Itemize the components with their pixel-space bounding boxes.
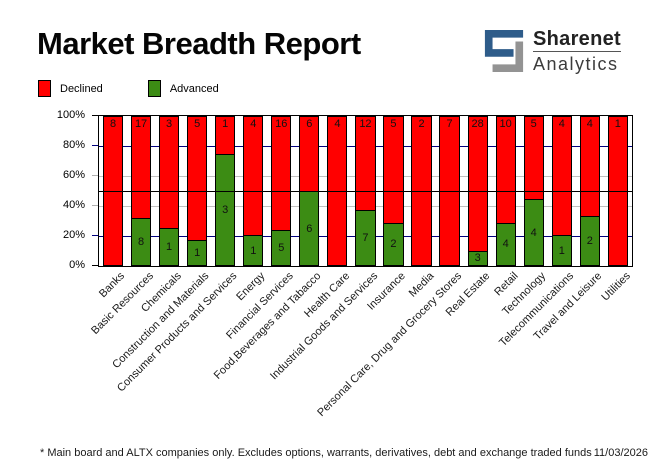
declined-value-label: 3: [166, 118, 173, 130]
bar-segment-declined: 5: [188, 117, 207, 241]
bar-slot: 10 4: [492, 116, 520, 266]
declined-value-label: 10: [499, 118, 512, 130]
advanced-value-label: 2: [586, 234, 593, 247]
bar-segment-declined: 28: [468, 117, 487, 251]
declined-value-label: 7: [446, 118, 453, 130]
bar-segment-advanced: 1: [188, 240, 207, 265]
bar-segment-advanced: 1: [552, 235, 571, 265]
legend-label-declined: Declined: [60, 82, 103, 95]
declined-value-label: 4: [586, 118, 593, 130]
report-date: 11/03/2026: [593, 447, 648, 459]
declined-value-label: 28: [471, 118, 484, 130]
logo-brand: Sharenet: [533, 28, 621, 50]
x-category-label: Utilities: [598, 270, 633, 304]
y-tick-label: 40%: [62, 199, 85, 211]
bar-segment-advanced: 8: [131, 217, 151, 265]
y-tick-mark: [92, 175, 98, 176]
bar-segment-advanced: 4: [496, 222, 515, 265]
bar-segment-advanced: 3: [468, 250, 487, 265]
bar-segment-advanced: 5: [272, 229, 291, 265]
stacked-bar: 17 8: [130, 116, 152, 266]
bar-segment-declined: 5: [524, 117, 543, 200]
bar-segment-advanced: 2: [580, 215, 599, 265]
gridline-50: [99, 190, 632, 192]
bar-segment-declined: 16: [272, 117, 291, 230]
declined-value-label: 5: [390, 118, 397, 130]
declined-value-label: 6: [306, 118, 313, 130]
advanced-value-label: 1: [166, 241, 173, 253]
y-tick-mark: [92, 115, 98, 116]
y-axis: 0% 20% 40% 60% 80% 100%: [0, 109, 98, 271]
y-tick-mark: [92, 145, 98, 146]
declined-value-label: 1: [614, 118, 621, 130]
bar-segment-declined: 10: [496, 117, 515, 223]
bar-slot: 17 8: [127, 116, 155, 266]
plot-area: 8 17 8 3 1 5 1 1 3 4 1 16 5 6 6 4 12 7 5 2 2 7 28 3 10 4 5 4 4 1 4 2 1: [98, 115, 633, 267]
sharenet-logo-icon: [484, 30, 524, 72]
bar-segment-advanced: 1: [244, 235, 263, 265]
page-title: Market Breadth Report: [37, 26, 361, 61]
legend-item-advanced: Advanced: [147, 80, 219, 97]
declined-value-label: 4: [250, 118, 257, 130]
bar-segment-declined: 4: [552, 117, 571, 236]
bar-segment-advanced: 1: [160, 228, 179, 265]
y-tick-label: 80%: [62, 139, 85, 151]
advanced-value-label: 1: [558, 244, 565, 257]
bar-segment-declined: 12: [356, 117, 375, 211]
declined-value-label: 4: [334, 118, 341, 130]
advanced-value-label: 2: [390, 238, 397, 251]
y-tick-mark: [92, 235, 98, 236]
logo-divider: [533, 51, 621, 52]
y-tick-label: 0%: [69, 259, 85, 271]
bar-segment-advanced: 2: [384, 222, 403, 265]
declined-value-label: 4: [558, 118, 565, 130]
stacked-bar: 10 4: [495, 116, 516, 266]
chart-legend: Declined Advanced: [38, 80, 219, 97]
y-tick-mark: [92, 205, 98, 206]
advanced-value-label: 3: [474, 252, 481, 265]
declined-value-label: 5: [194, 118, 201, 130]
declined-value-label: 2: [418, 118, 425, 130]
bar-segment-declined: 1: [216, 117, 235, 154]
legend-item-declined: Declined: [38, 80, 103, 97]
bar-segment-advanced: 4: [524, 199, 543, 265]
advanced-value-label: 4: [502, 238, 509, 251]
sharenet-logo: Sharenet Analytics: [483, 28, 621, 74]
bar-segment-declined: 17: [131, 117, 151, 218]
advanced-value-label: 3: [222, 204, 229, 216]
legend-label-advanced: Advanced: [169, 82, 219, 95]
y-tick-label: 20%: [62, 229, 85, 241]
declined-value-label: 16: [275, 118, 288, 130]
bar-segment-declined: 4: [580, 117, 599, 216]
advanced-value-label: 7: [362, 232, 369, 245]
bar-segment-advanced: 7: [356, 210, 375, 265]
bar-segment-declined: 6: [300, 117, 319, 191]
bar-segment-declined: 4: [244, 117, 263, 236]
advanced-value-label: 8: [138, 235, 145, 248]
logo-sub: Analytics: [533, 54, 619, 74]
advanced-value-label: 5: [278, 241, 285, 254]
advanced-value-label: 1: [250, 244, 257, 257]
bar-segment-declined: 3: [160, 117, 179, 228]
y-tick-mark: [92, 265, 98, 266]
bar-segment-declined: 5: [384, 117, 403, 223]
advanced-value-label: 1: [194, 247, 201, 260]
declined-value-label: 17: [134, 118, 148, 130]
advanced-value-label: 6: [306, 222, 313, 235]
bar-segment-advanced: 6: [300, 191, 319, 265]
footnote: * Main board and ALTX companies only. Ex…: [40, 447, 592, 459]
x-axis-labels: Banks Basic Resources Chemicals Constructio…: [89, 267, 633, 457]
declined-value-label: 8: [109, 118, 117, 130]
declined-swatch-icon: [38, 80, 51, 97]
advanced-swatch-icon: [147, 80, 161, 97]
declined-value-label: 12: [359, 118, 372, 130]
logo-text: Sharenet Analytics: [533, 28, 621, 74]
advanced-value-label: 4: [530, 226, 537, 239]
bar-segment-advanced: 3: [216, 154, 235, 265]
y-tick-label: 60%: [62, 169, 85, 181]
declined-value-label: 1: [222, 118, 229, 130]
y-tick-label: 100%: [56, 109, 85, 121]
declined-value-label: 5: [530, 118, 537, 130]
